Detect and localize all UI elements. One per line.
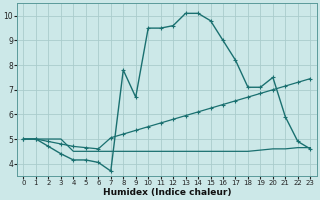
X-axis label: Humidex (Indice chaleur): Humidex (Indice chaleur) [103,188,231,197]
